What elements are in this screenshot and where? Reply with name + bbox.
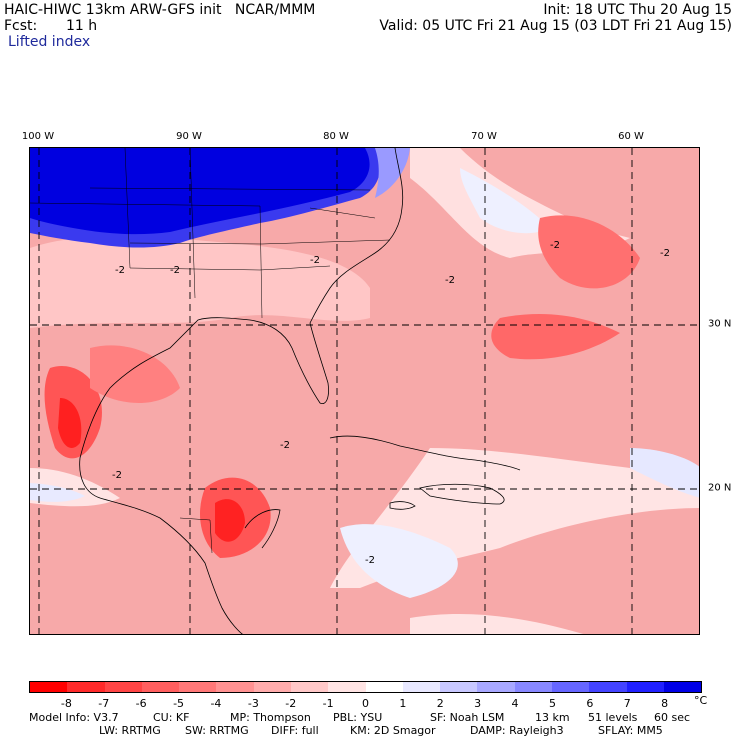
colorbar-swatch xyxy=(365,682,403,692)
colorbar-swatch xyxy=(626,682,664,692)
lat-label-20n: 20 N xyxy=(708,482,732,494)
contour-label: -2 xyxy=(660,248,670,259)
colorbar xyxy=(29,681,702,693)
political-borders xyxy=(30,148,391,554)
colorbar-swatch xyxy=(290,682,329,692)
colorbar-tick-label: -2 xyxy=(285,697,297,710)
init-time: Init: 18 UTC Thu 20 Aug 15 xyxy=(543,2,732,18)
colorbar-tick-label: -6 xyxy=(135,697,147,710)
colorbar-tick-label: -4 xyxy=(210,697,222,710)
footer-sw: SW: RRTMG xyxy=(185,724,249,737)
colorbar-swatch xyxy=(141,682,180,692)
colorbar-tick-label: 2 xyxy=(436,697,444,710)
colorbar-swatch xyxy=(402,682,441,692)
colorbar-tick-label: -5 xyxy=(173,697,185,710)
coastlines xyxy=(79,148,521,634)
colorbar-swatch xyxy=(514,682,552,692)
colorbar-swatch xyxy=(104,682,142,692)
colorbar-swatch xyxy=(440,682,478,692)
colorbar-tick-label: 1 xyxy=(399,697,407,710)
colorbar-swatch xyxy=(328,682,366,692)
contour-label: -2 xyxy=(310,255,320,266)
field-name: Lifted index xyxy=(8,34,91,50)
colorbar-unit: °C xyxy=(694,694,708,707)
colorbar-tick-label: 6 xyxy=(586,697,594,710)
colorbar-tick-label: 7 xyxy=(623,697,631,710)
contour-label: -2 xyxy=(115,265,125,276)
footer-damp: DAMP: Rayleigh3 xyxy=(470,724,564,737)
contour-label: -2 xyxy=(280,440,290,451)
colorbar-tick-label: 4 xyxy=(511,697,519,710)
lon-label-60w: 60 W xyxy=(618,131,644,142)
contour-label: -2 xyxy=(112,470,122,481)
colorbar-tick-label: -8 xyxy=(60,697,72,710)
lat-lon-grid xyxy=(30,148,699,634)
forecast-hour-label: Fcst: xyxy=(4,18,38,34)
contour-label: -2 xyxy=(170,265,180,276)
colorbar-swatch xyxy=(216,682,254,692)
colorbar-tick-label: 5 xyxy=(548,697,556,710)
colorbar-swatch xyxy=(179,682,217,692)
footer-resolution: 13 km xyxy=(535,711,570,724)
lon-label-70w: 70 W xyxy=(471,131,497,142)
colorbar-swatch xyxy=(663,682,702,692)
colorbar-tick-label: 8 xyxy=(661,697,669,710)
footer-timestep: 60 sec xyxy=(654,711,691,724)
colorbar-swatch xyxy=(67,682,105,692)
colorbar-tick-label: -1 xyxy=(322,697,334,710)
lon-label-100w: 100 W xyxy=(21,131,55,142)
colorbar-swatch xyxy=(30,682,68,692)
footer-sf: SF: Noah LSM xyxy=(430,711,505,724)
lifted-index-map: -2 -2 -2 -2 -2 -2 -2 -2 -2 xyxy=(29,147,700,635)
footer-pbl: PBL: YSU xyxy=(333,711,383,724)
footer-lw: LW: RRTMG xyxy=(99,724,161,737)
colorbar-swatch xyxy=(253,682,291,692)
map-title: HAIC-HIWC 13km ARW-GFS init NCAR/MMM xyxy=(4,2,316,18)
lon-label-90w: 90 W xyxy=(176,131,202,142)
colorbar-tick-label: 0 xyxy=(362,697,369,710)
stable-region xyxy=(30,148,410,248)
lat-label-30n: 30 N xyxy=(708,318,732,330)
colorbar-tick-label: 3 xyxy=(474,697,482,710)
lon-label-80w: 80 W xyxy=(323,131,349,142)
footer-mp: MP: Thompson xyxy=(230,711,311,724)
contour-label: -2 xyxy=(445,275,455,286)
forecast-hour-value: 11 h xyxy=(66,18,98,34)
footer-model-info: Model Info: V3.7 xyxy=(29,711,119,724)
contour-labels: -2 -2 -2 -2 -2 -2 -2 -2 -2 xyxy=(112,240,670,566)
unstable-cores xyxy=(44,215,640,558)
map-canvas: -2 -2 -2 -2 -2 -2 -2 -2 -2 xyxy=(30,148,699,634)
colorbar-tick-label: -3 xyxy=(247,697,259,710)
colorbar-tick-label: -7 xyxy=(98,697,110,710)
footer-km: KM: 2D Smagor xyxy=(350,724,436,737)
contour-label: -2 xyxy=(550,240,560,251)
footer-sflay: SFLAY: MM5 xyxy=(598,724,663,737)
valid-time: Valid: 05 UTC Fri 21 Aug 15 (03 LDT Fri … xyxy=(379,18,732,34)
colorbar-swatch xyxy=(477,682,515,692)
footer-levels: 51 levels xyxy=(588,711,638,724)
colorbar-swatch xyxy=(589,682,627,692)
colorbar-swatch xyxy=(551,682,590,692)
contour-label: -2 xyxy=(365,555,375,566)
footer-diff: DIFF: full xyxy=(271,724,319,737)
footer-cu: CU: KF xyxy=(153,711,190,724)
